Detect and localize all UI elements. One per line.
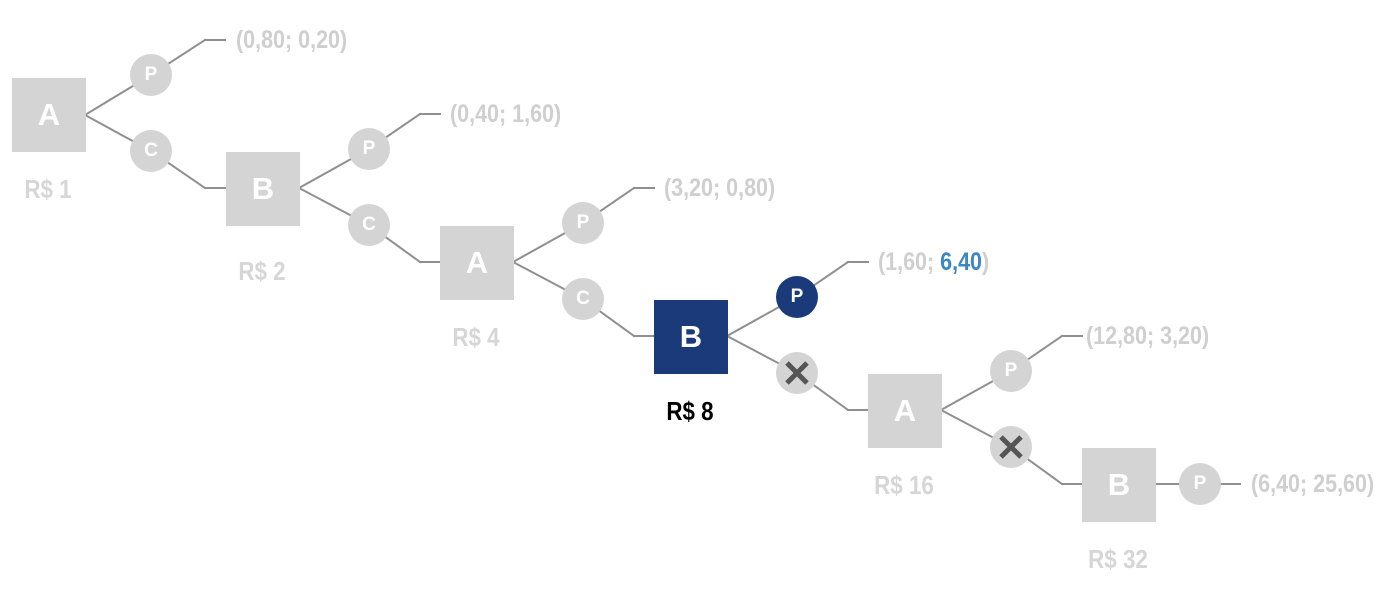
take-action-node: P [130, 54, 172, 96]
stake-label: R$ 32 [1088, 544, 1148, 574]
payoff-label-current: (1,60; 6,40) [878, 248, 990, 276]
payoff-label: (12,80; 3,20) [1086, 322, 1210, 350]
take-action-node-current: P [776, 276, 818, 318]
payoff-label: (0,80; 0,20) [236, 26, 348, 54]
payoff-label: (3,20; 0,80) [664, 174, 776, 202]
stake-label: R$ 4 [452, 322, 500, 352]
take-action-node: P [562, 202, 604, 244]
stake-label-current: R$ 8 [666, 396, 714, 426]
player-label: B [1107, 467, 1131, 502]
stake-label: R$ 16 [874, 470, 934, 500]
payoff-label: (0,40; 1,60) [450, 100, 562, 128]
take-action-node: P [1179, 463, 1221, 505]
decision-node-b-4-current: B [654, 300, 728, 374]
decision-node-a-1: A [12, 78, 86, 152]
player-label: A [37, 97, 61, 132]
continue-action-node: C [348, 204, 390, 246]
x-mark-icon [990, 426, 1032, 468]
highlighted-payoff: 6,40 [940, 248, 983, 276]
take-action-node: P [990, 350, 1032, 392]
x-mark-icon [776, 352, 818, 394]
continue-action-node: C [130, 130, 172, 172]
decision-node-b-6: B [1082, 448, 1156, 522]
decision-node-a-3: A [440, 226, 514, 300]
take-action-node: P [348, 128, 390, 170]
continue-action-node: C [562, 278, 604, 320]
decision-node-b-2: B [226, 152, 300, 226]
player-label: A [893, 393, 917, 428]
player-label: B [679, 319, 703, 354]
player-label: B [251, 171, 275, 206]
player-label: A [465, 245, 489, 280]
stake-label: R$ 1 [24, 174, 72, 204]
payoff-label: (6,40; 25,60) [1251, 470, 1375, 498]
decision-node-a-5: A [868, 374, 942, 448]
stake-label: R$ 2 [238, 256, 286, 286]
